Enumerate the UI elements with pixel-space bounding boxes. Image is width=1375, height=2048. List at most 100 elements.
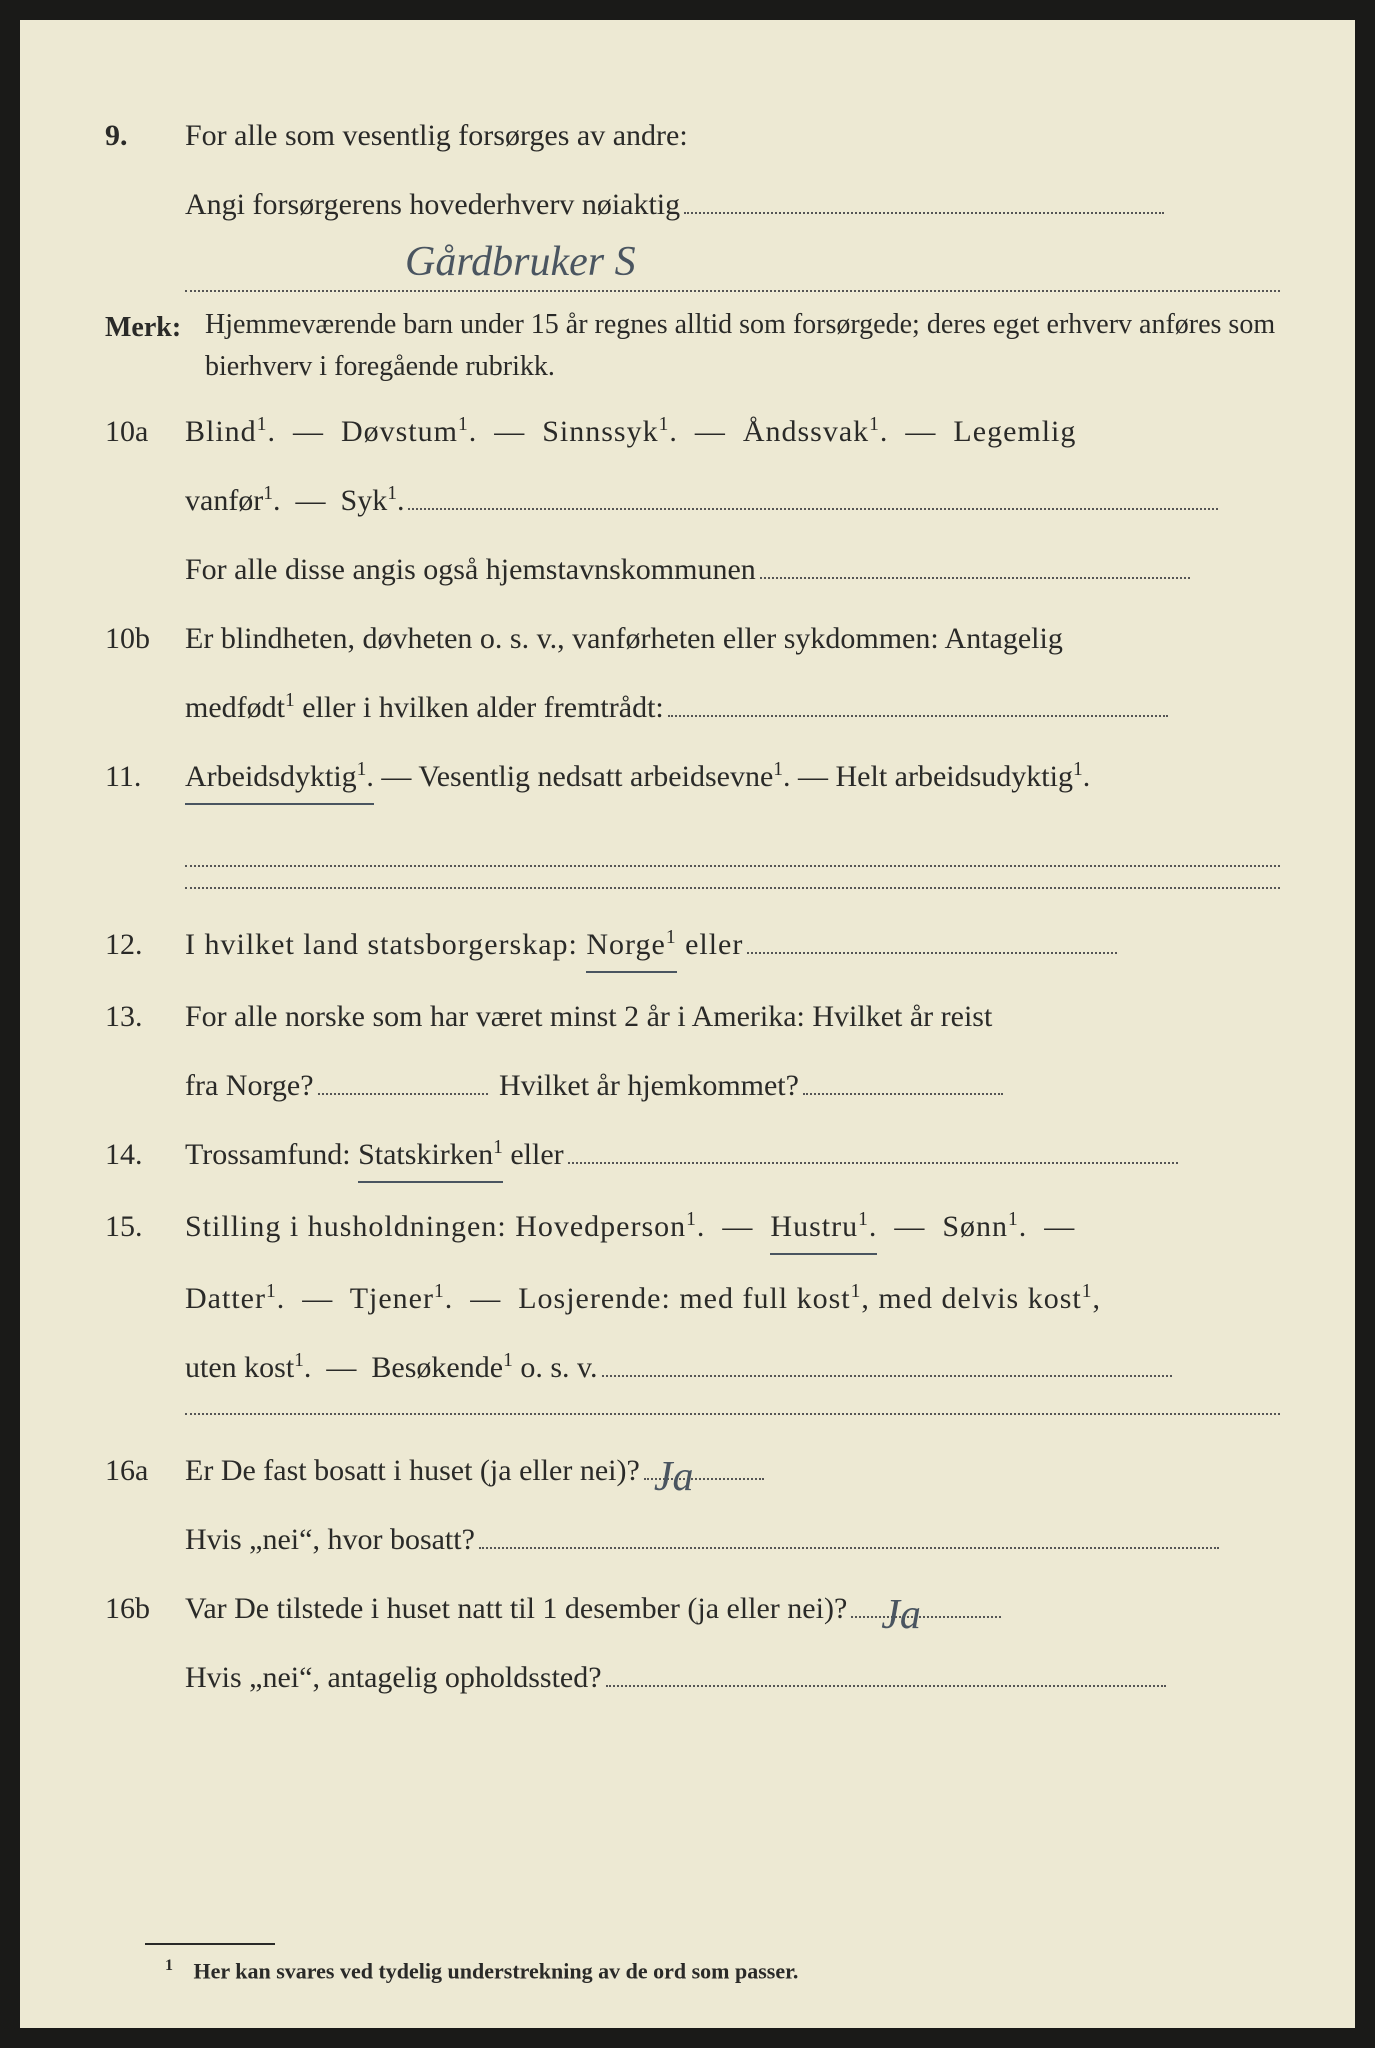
q15-row2: Datter1. — Tjener1. — Losjerende: med fu… [185,1273,1280,1324]
q15-line1: Stilling i husholdningen: Hovedperson1. … [185,1201,1280,1255]
q9-line2-wrap: Angi forsørgerens hovederhverv nøiaktig [185,179,1280,230]
q10b-blank [668,715,1168,717]
census-form-page: 9. For alle som vesentlig forsørges av a… [20,20,1355,2028]
q14-blank [568,1162,1178,1164]
footnote: 1 Her kan svares ved tydelig understrekn… [165,1957,1280,1984]
footnote-text: Her kan svares ved tydelig understreknin… [194,1958,799,1983]
q9-line1: For alle som vesentlig forsørges av andr… [185,110,1280,161]
q10b-line1: Er blindheten, døvheten o. s. v., vanfør… [185,613,1280,664]
q14-content: Trossamfund: Statskirken1 eller [185,1129,1280,1183]
q15-hustru-text: Hustru [770,1210,858,1243]
q10a-blind: Blind [185,415,257,448]
q15-osv: o. s. v. [513,1351,598,1384]
q16b-answer: Ja [881,1580,921,1651]
q16a-row1: 16a Er De fast bosatt i huset (ja eller … [105,1445,1280,1496]
q16a-line1: Er De fast bosatt i huset (ja eller nei)… [185,1454,640,1487]
q15-tjener: Tjener [350,1282,434,1315]
q16b-blank1: Ja [851,1616,1001,1618]
q14-statskirken-text: Statskirken [358,1138,493,1171]
q16a-line2: Hvis „nei“, hvor bosatt? [185,1523,475,1556]
q15-hustru: Hustru1. [770,1201,877,1255]
merk-label: Merk: [105,304,205,352]
merk-text: Hjemmeværende barn under 15 år regnes al… [205,304,1280,388]
q10b-row2: medfødt1 eller i hvilken alder fremtrådt… [185,682,1280,733]
q12-text-a: I hvilket land statsborgerskap: [185,928,586,961]
q13-line2a: fra Norge? [185,1069,314,1102]
q10a-line3: For alle disse angis også hjemstavnskomm… [185,553,756,586]
q15-losjerende: Losjerende: med full kost [518,1282,850,1315]
q11-opt2: Vesentlig nedsatt arbeidsevne [418,760,773,793]
q10b-number: 10b [105,613,185,664]
q15-uten: uten kost [185,1351,294,1384]
q12-blank [747,952,1117,954]
q15-text-a: Stilling i husholdningen: Hovedperson [185,1210,686,1243]
q11-blank-line [185,823,1280,867]
q12-row: 12. I hvilket land statsborgerskap: Norg… [105,919,1280,973]
section-divider-2 [185,1413,1280,1415]
q9-answer: Gårdbruker S [405,238,636,286]
q10a-row2: vanfør1. — Syk1. [185,475,1280,526]
q15-row3: uten kost1. — Besøkende1 o. s. v. [185,1342,1280,1393]
q16b-line1: Var De tilstede i huset natt til 1 desem… [185,1592,847,1625]
q16b-number: 16b [105,1583,185,1634]
q13-line2: fra Norge? Hvilket år hjemkommet? [185,1060,1280,1111]
section-divider-1 [185,887,1280,889]
q11-row: 11. Arbeidsdyktig1. — Vesentlig nedsatt … [105,751,1280,805]
q16a-number: 16a [105,1445,185,1496]
q10a-row3: For alle disse angis også hjemstavnskomm… [185,544,1280,595]
q15-delvis: , med delvis kost [861,1282,1081,1315]
q9-row1: 9. For alle som vesentlig forsørges av a… [105,110,1280,161]
q16b-row1: 16b Var De tilstede i huset natt til 1 d… [105,1583,1280,1634]
q10a-line1: Blind1. — Døvstum1. — Sinnssyk1. — Åndss… [185,406,1280,457]
q10a-syk: Syk [341,484,388,517]
q10a-row1: 10a Blind1. — Døvstum1. — Sinnssyk1. — Å… [105,406,1280,457]
q12-norge-text: Norge [586,928,665,961]
q16b-line1-wrap: Var De tilstede i huset natt til 1 desem… [185,1583,1280,1634]
footnote-num: 1 [165,1957,173,1974]
q11-number: 11. [105,751,185,802]
q10a-dovstum: Døvstum [341,415,458,448]
q14-text-b: eller [503,1138,564,1171]
q13-blank2 [803,1093,1003,1095]
q14-row: 14. Trossamfund: Statskirken1 eller [105,1129,1280,1183]
q15-line2: Datter1. — Tjener1. — Losjerende: med fu… [185,1273,1280,1324]
q12-norge: Norge1 [586,919,676,973]
q11-opt1: Arbeidsdyktig1. [185,751,374,805]
q16a-line1-wrap: Er De fast bosatt i huset (ja eller nei)… [185,1445,1280,1496]
q9-blank1 [684,212,1164,214]
q9-answer-blank: Gårdbruker S [185,248,1280,292]
q11-blank [185,823,1280,867]
q15-sonn: Sønn [942,1210,1008,1243]
q16b-line2-wrap: Hvis „nei“, antagelig opholdssted? [185,1652,1280,1703]
q9-line2-text: Angi forsørgerens hovederhverv nøiaktig [185,188,680,221]
q12-text-b: eller [677,928,744,961]
q16a-blank2 [479,1547,1219,1549]
q16b-row2: Hvis „nei“, antagelig opholdssted? [185,1652,1280,1703]
q13-line1: For alle norske som har været minst 2 år… [185,991,1280,1042]
q15-datter: Datter [185,1282,266,1315]
q13-number: 13. [105,991,185,1042]
q10a-vanfor: vanfør [185,484,263,517]
q15-line3: uten kost1. — Besøkende1 o. s. v. [185,1342,1280,1393]
q15-number: 15. [105,1201,185,1252]
q9-answer-line: Gårdbruker S [185,248,1280,292]
q10a-legemlig: Legemlig [953,415,1076,448]
q10a-line2: vanfør1. — Syk1. [185,475,1280,526]
q15-besokende: Besøkende [371,1351,503,1384]
q14-text-a: Trossamfund: [185,1138,358,1171]
q13-blank1 [318,1093,488,1095]
q12-number: 12. [105,919,185,970]
q10a-andssvak: Åndssvak [743,415,869,448]
q13-line2b: Hvilket år hjemkommet? [492,1069,799,1102]
q13-row2: fra Norge? Hvilket år hjemkommet? [185,1060,1280,1111]
q13-row1: 13. For alle norske som har været minst … [105,991,1280,1042]
q10b-line2b: eller i hvilken alder fremtrådt: [295,691,664,724]
q15-row1: 15. Stilling i husholdningen: Hovedperso… [105,1201,1280,1255]
q16a-answer: Ja [654,1442,694,1513]
merk-row: Merk: Hjemmeværende barn under 15 år reg… [105,304,1280,388]
q10a-number: 10a [105,406,185,457]
q10a-sinnssyk: Sinnssyk [542,415,658,448]
footnote-rule [145,1943,275,1945]
q9-row2: Angi forsørgerens hovederhverv nøiaktig [185,179,1280,230]
q16b-blank2 [606,1685,1166,1687]
